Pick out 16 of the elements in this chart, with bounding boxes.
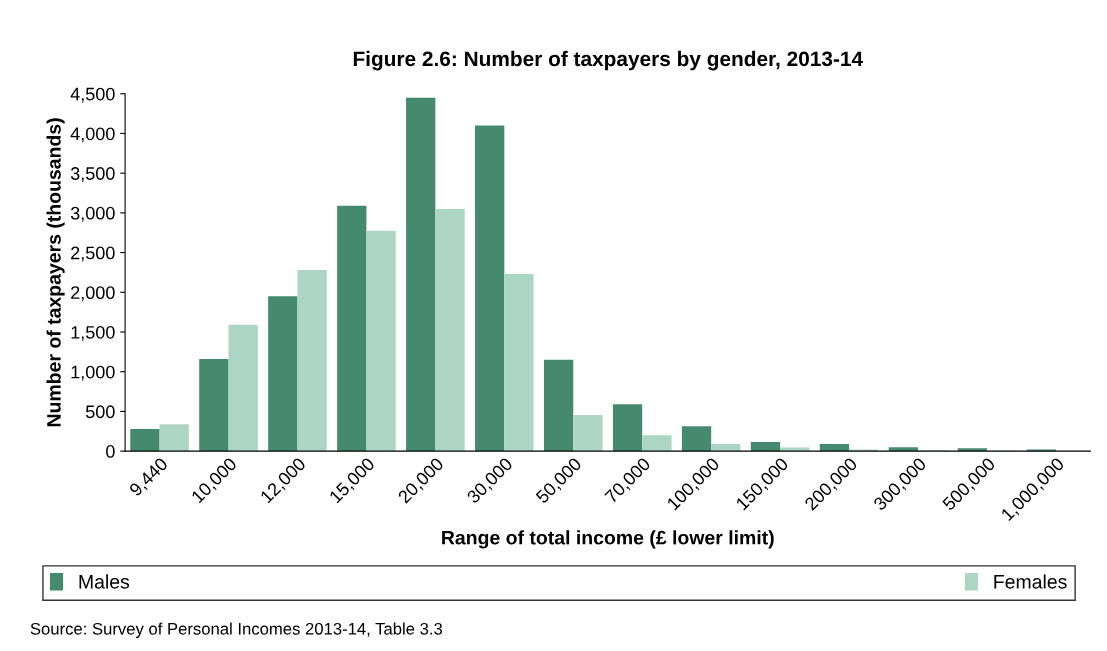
y-tick-label: 3,500 <box>70 167 115 183</box>
y-tick-label: 4,500 <box>70 87 115 103</box>
legend-label: Males <box>79 574 130 589</box>
legend-label: Females <box>994 574 1067 589</box>
source-note: Source: Survey of Personal Incomes 2013-14, Table 3.3 <box>30 622 443 638</box>
y-tick-label: 2,500 <box>71 246 115 262</box>
y-tick-label: 1,000 <box>71 365 115 381</box>
y-tick-label: 500 <box>85 405 115 419</box>
y-tick-label: 1,500 <box>71 325 115 341</box>
y-tick-label: 2,000 <box>71 286 115 302</box>
y-tick-label: 3,000 <box>70 206 115 222</box>
y-axis-title: Number of taxpayers (thousands) <box>46 118 65 427</box>
y-tick-label: 4,000 <box>70 127 115 143</box>
y-tick-label: 0 <box>106 445 115 458</box>
x-axis-title: Range of total income (£ lower limit) <box>442 530 774 549</box>
chart-title: Figure 2.6: Number of taxpayers by gender, 2013-14 <box>353 50 863 71</box>
